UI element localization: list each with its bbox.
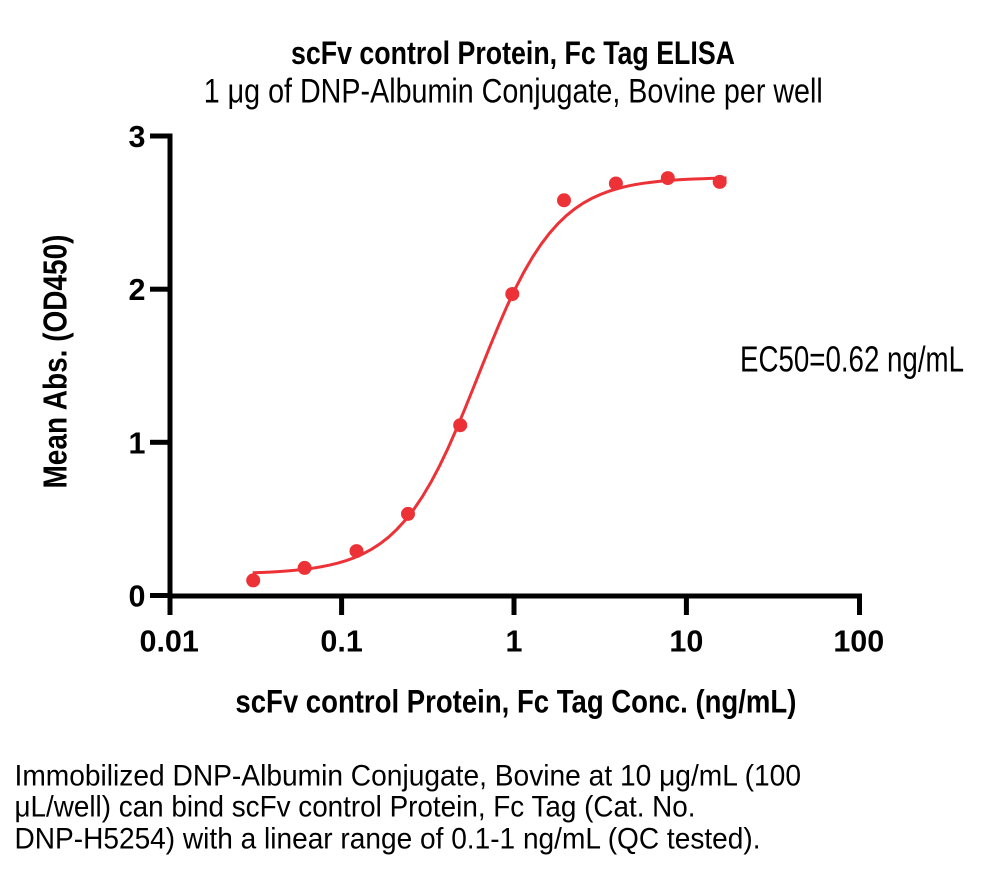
svg-text:scFv control Protein, Fc Tag E: scFv control Protein, Fc Tag ELISA	[291, 34, 735, 71]
svg-text:0.01: 0.01	[140, 625, 199, 659]
svg-text:0: 0	[129, 580, 146, 614]
svg-text:EC50=0.62 ng/mL: EC50=0.62 ng/mL	[740, 338, 964, 379]
svg-text:10: 10	[669, 625, 703, 659]
svg-text:1 μg of DNP-Albumin Conjugate,: 1 μg of DNP-Albumin Conjugate, Bovine pe…	[204, 73, 823, 111]
svg-text:1: 1	[506, 625, 523, 659]
svg-text:3: 3	[129, 120, 146, 154]
svg-text:100: 100	[833, 625, 884, 659]
svg-text:Mean Abs. (OD450): Mean Abs. (OD450)	[37, 235, 74, 489]
svg-text:0.1: 0.1	[320, 625, 362, 659]
svg-text:Immobilized DNP-Albumin Conjug: Immobilized DNP-Albumin Conjugate, Bovin…	[15, 760, 802, 793]
svg-text:DNP-H5254) with a linear range: DNP-H5254) with a linear range of 0.1-1 …	[15, 823, 761, 856]
svg-text:1: 1	[129, 426, 146, 460]
svg-text:2: 2	[129, 273, 146, 307]
svg-text:scFv control Protein, Fc Tag C: scFv control Protein, Fc Tag Conc. (ng/m…	[235, 684, 796, 720]
svg-text:μL/well) can bind scFv control: μL/well) can bind scFv control Protein, …	[15, 791, 696, 824]
